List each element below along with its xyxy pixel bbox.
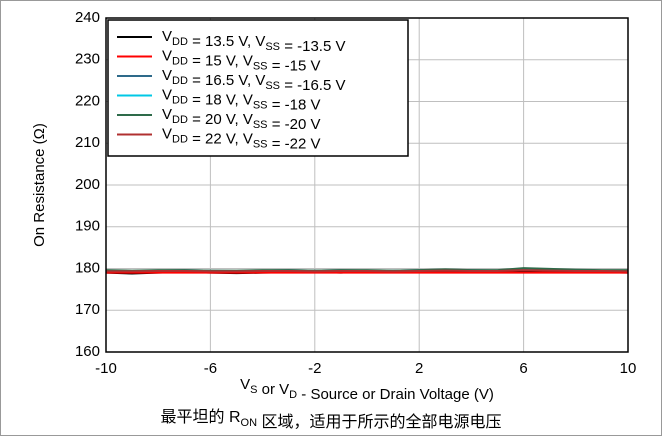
legend-label: VDD = 22 V, VSS = -22 V [162,125,320,152]
x-tick-label: -2 [308,360,321,377]
y-tick-label: 210 [75,134,100,151]
x-tick-label: 6 [519,360,527,377]
x-axis-label: VS or VD - Source or Drain Voltage (V) [240,376,494,403]
x-tick-label: -6 [204,360,217,377]
x-tick-label: -10 [95,360,117,377]
legend-label: VDD = 13.5 V, VSS = -13.5 V [162,28,346,55]
y-tick-label: 220 [75,92,100,109]
y-tick-label: 230 [75,51,100,68]
y-axis-label: On Resistance (Ω) [31,123,48,247]
legend-box [107,19,409,157]
y-tick-label: 200 [75,176,100,193]
y-tick-label: 240 [75,9,100,26]
plot-area [105,17,629,353]
y-tick-label: 160 [75,343,100,360]
legend-label: VDD = 18 V, VSS = -18 V [162,86,320,113]
y-tick-label: 170 [75,301,100,318]
x-tick-label: 2 [415,360,423,377]
caption: 最平坦的 RON 区域，适用于所示的全部电源电压 [161,408,502,431]
legend-label: VDD = 16.5 V, VSS = -16.5 V [162,67,346,94]
y-tick-label: 180 [75,259,100,276]
y-tick-label: 190 [75,218,100,235]
legend-label: VDD = 15 V, VSS = -15 V [162,47,320,74]
legend-label: VDD = 20 V, VSS = -20 V [162,106,320,133]
lines [105,267,629,275]
data-line [106,269,629,273]
x-tick-label: 10 [620,360,637,377]
